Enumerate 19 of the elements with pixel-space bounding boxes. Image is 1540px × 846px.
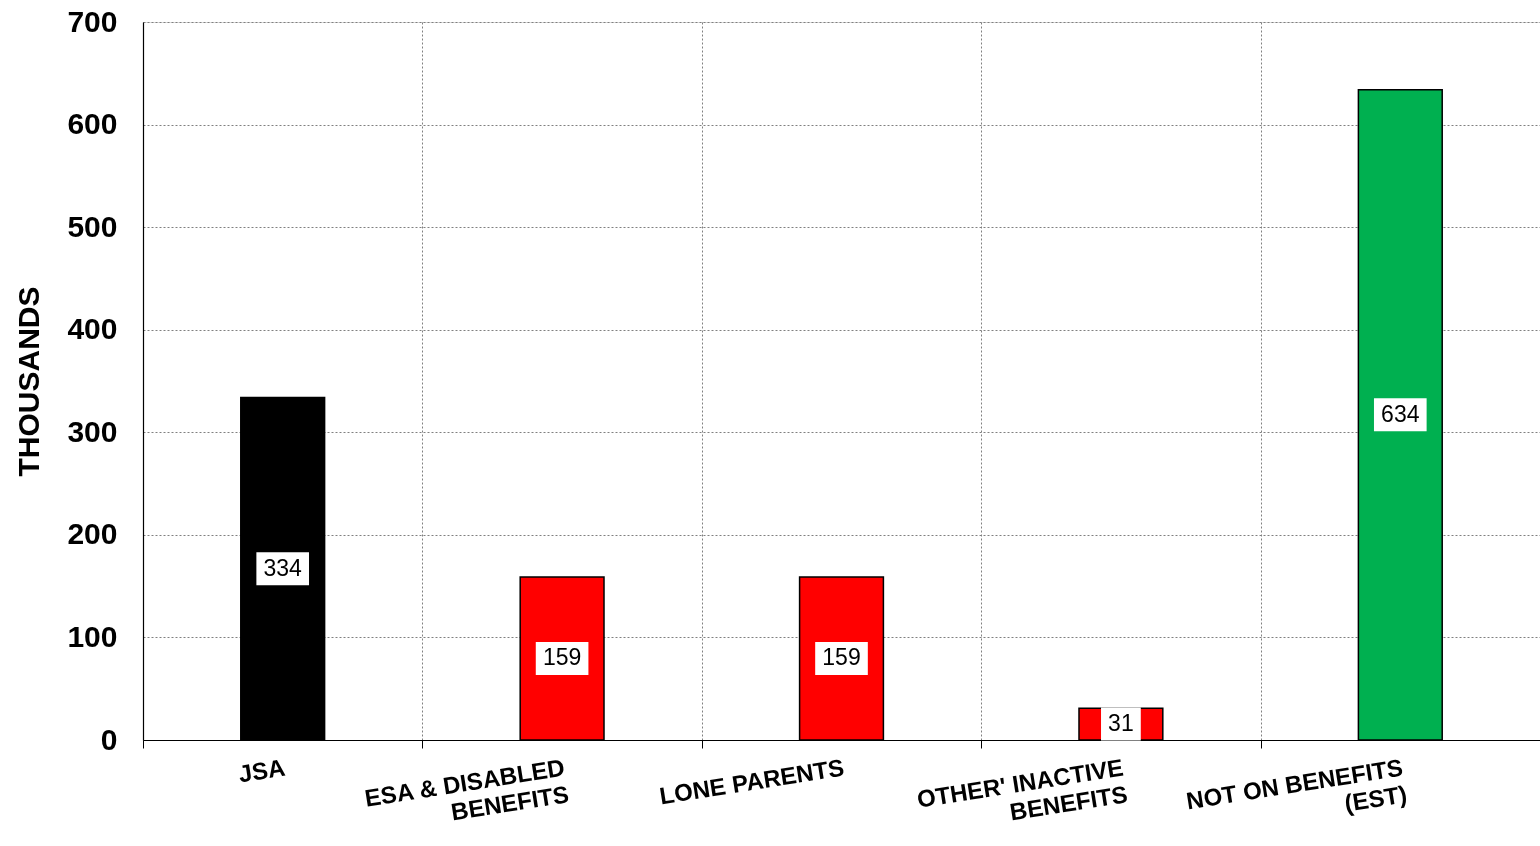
data-label: 334 bbox=[263, 554, 303, 581]
y-tick-label: 600 bbox=[67, 107, 118, 141]
data-label: 31 bbox=[1108, 710, 1134, 737]
x-tick-label: JSA bbox=[236, 753, 287, 788]
x-tick-label: ESA & DISABLED BENEFITS bbox=[362, 753, 571, 826]
y-tick-label: 200 bbox=[67, 517, 118, 551]
x-tick-label: OTHER' INACTIVE BENEFITS bbox=[915, 753, 1130, 826]
data-label: 634 bbox=[1381, 400, 1420, 427]
y-tick-label: 300 bbox=[67, 414, 118, 448]
y-tick-label: 500 bbox=[67, 209, 118, 243]
y-tick-label: 400 bbox=[67, 312, 118, 346]
data-label: 159 bbox=[542, 644, 582, 671]
data-label: 159 bbox=[822, 644, 861, 671]
y-tick-label: 0 bbox=[100, 722, 118, 756]
x-tick-label: LONE PARENTS bbox=[657, 753, 846, 810]
y-tick-label: 700 bbox=[67, 4, 118, 38]
y-tick-label: 100 bbox=[67, 619, 118, 653]
x-tick-label: NOT ON BENEFITS (EST) bbox=[1184, 753, 1409, 817]
y-axis-title: THOUSANDS bbox=[12, 286, 46, 477]
